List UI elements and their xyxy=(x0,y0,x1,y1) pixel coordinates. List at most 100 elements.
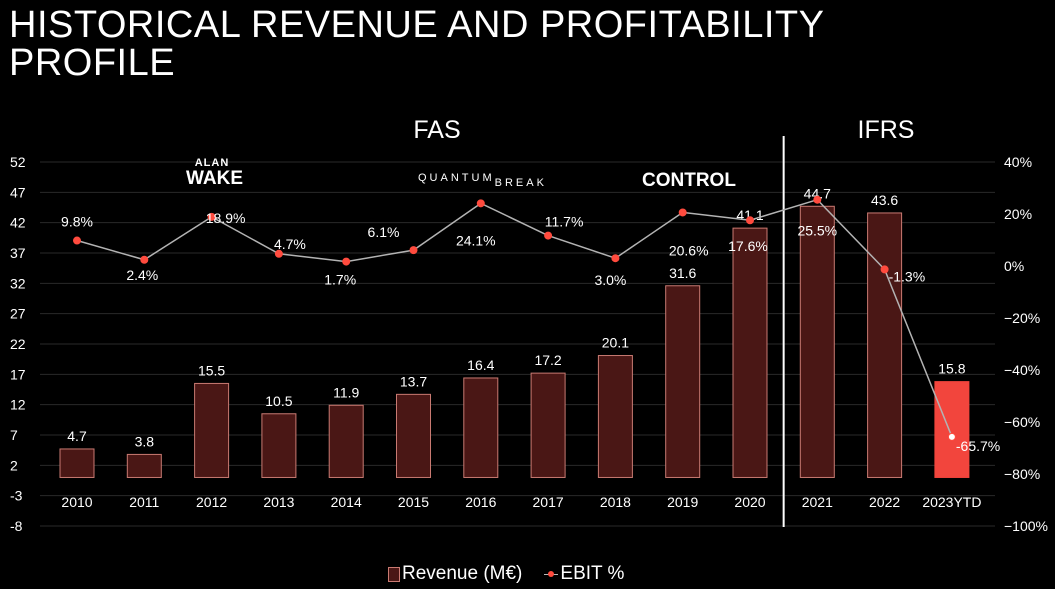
section-label-fas: FAS xyxy=(413,116,460,144)
revenue-bar-label: 4.7 xyxy=(67,428,87,444)
legend-revenue-label: Revenue (M€) xyxy=(402,563,523,584)
alan-wake-logo: ALAN WAKE xyxy=(186,157,243,189)
y-right-tick-label: −80% xyxy=(1004,466,1040,482)
ebit-label: 20.6% xyxy=(669,242,709,258)
x-category-label: 2023YTD xyxy=(922,494,981,510)
ebit-marker xyxy=(207,212,216,221)
ebit-label: 25.5% xyxy=(797,223,837,239)
revenue-bar xyxy=(194,382,230,478)
y-left-tick-label: 32 xyxy=(10,275,26,291)
revenue-bar-label: 43.6 xyxy=(871,192,898,208)
ebit-label: 4.7% xyxy=(274,236,306,252)
ebit-marker xyxy=(409,246,418,255)
ebit-marker xyxy=(476,199,485,208)
legend-revenue-swatch xyxy=(388,566,400,582)
ebit-marker xyxy=(140,255,149,264)
page-title: HISTORICAL REVENUE AND PROFITABILITY PRO… xyxy=(9,4,824,84)
x-category-label: 2018 xyxy=(600,494,631,510)
ebit-marker xyxy=(947,432,956,441)
revenue-bar-label: 3.8 xyxy=(135,433,155,449)
revenue-bar-label: 31.6 xyxy=(669,265,696,281)
ebit-marker xyxy=(746,216,754,225)
ebit-label: 6.1% xyxy=(368,224,400,240)
revenue-bar-label: 10.5 xyxy=(265,393,292,409)
revenue-bar-label: 17.2 xyxy=(534,352,561,368)
ebit-label: -1.3% xyxy=(889,268,926,284)
quantum-break-logo-part2: BREAK xyxy=(494,177,547,189)
y-left-tick-label: 12 xyxy=(10,397,26,413)
ebit-label: 11.7% xyxy=(545,214,584,230)
revenue-bar-label: 11.9 xyxy=(333,384,359,400)
y-left-tick-label: 37 xyxy=(10,245,26,261)
ebit-label: 24.1% xyxy=(456,232,496,248)
ebit-marker xyxy=(813,195,822,204)
y-right-tick-label: −60% xyxy=(1004,414,1040,430)
ebit-marker xyxy=(544,231,553,240)
y-left-tick-label: 47 xyxy=(10,184,26,200)
quantum-break-logo-part1: QUANTUM xyxy=(418,172,495,184)
revenue-bar xyxy=(59,448,95,478)
alan-wake-logo-line1: ALAN xyxy=(194,157,230,169)
ebit-label: 2.4% xyxy=(126,267,158,283)
revenue-bar xyxy=(665,285,701,478)
x-category-label: 2022 xyxy=(869,494,900,510)
revenue-bar xyxy=(463,377,499,478)
revenue-bar xyxy=(867,212,903,478)
revenue-bar xyxy=(396,393,431,478)
revenue-bar xyxy=(261,413,297,478)
x-category-label: 2014 xyxy=(331,494,362,510)
revenue-bar-label: 15.5 xyxy=(198,362,225,378)
y-right-tick-label: 20% xyxy=(1004,206,1032,222)
ebit-marker xyxy=(611,254,620,263)
ebit-line xyxy=(76,198,953,438)
chart-legend: Revenue (M€) EBIT % xyxy=(388,563,624,585)
y-left-tick-label: 42 xyxy=(10,215,26,231)
x-category-label: 2015 xyxy=(398,494,429,510)
revenue-bar-label: 44.7 xyxy=(804,185,831,201)
ebit-label: 17.6% xyxy=(728,238,768,254)
legend-ebit-label: EBIT % xyxy=(560,563,625,584)
y-left-tick-label: 52 xyxy=(10,154,26,170)
ebit-marker xyxy=(880,265,889,274)
quantum-break-logo: QUANTUMBREAK xyxy=(418,172,547,189)
y-left-tick-label: 22 xyxy=(10,336,26,352)
y-left-tick-label: 2 xyxy=(10,457,18,473)
revenue-bar xyxy=(934,381,970,478)
ebit-label: 1.7% xyxy=(324,272,356,288)
ebit-label: 3.0% xyxy=(594,272,626,288)
revenue-bar xyxy=(328,404,364,478)
y-left-tick-label: 17 xyxy=(10,366,26,382)
legend-ebit-swatch xyxy=(544,568,559,581)
revenue-bar xyxy=(799,205,835,478)
revenue-bar-label: 16.4 xyxy=(467,357,494,373)
ebit-marker xyxy=(274,249,283,258)
x-category-label: 2011 xyxy=(129,494,159,510)
revenue-bar xyxy=(597,355,633,478)
y-right-tick-label: 40% xyxy=(1004,154,1032,170)
y-left-tick-label: -3 xyxy=(10,488,23,504)
section-label-ifrs: IFRS xyxy=(858,116,915,144)
alan-wake-logo-line2: WAKE xyxy=(186,168,243,189)
revenue-bar xyxy=(732,227,768,478)
revenue-bar xyxy=(530,372,566,478)
ebit-marker xyxy=(678,208,687,217)
x-category-label: 2013 xyxy=(263,494,294,510)
y-left-tick-label: -8 xyxy=(10,518,23,534)
x-category-label: 2021 xyxy=(802,494,833,510)
y-left-tick-label: 7 xyxy=(10,427,18,443)
revenue-bar-label: 13.7 xyxy=(400,373,427,389)
ebit-label: -65.7% xyxy=(956,438,1000,454)
y-right-tick-label: −20% xyxy=(1004,310,1040,326)
ebit-marker xyxy=(342,257,351,266)
x-category-label: 2020 xyxy=(734,494,765,510)
ebit-label: 18.9% xyxy=(206,210,246,226)
revenue-bar-label: 15.8 xyxy=(938,361,965,377)
control-logo: CONTROL xyxy=(642,170,736,191)
x-category-label: 2012 xyxy=(196,494,227,510)
y-right-tick-label: 0% xyxy=(1004,258,1024,274)
x-category-label: 2010 xyxy=(61,494,92,510)
y-right-tick-label: −100% xyxy=(1004,518,1048,534)
y-right-tick-label: −40% xyxy=(1004,362,1040,378)
revenue-bar xyxy=(126,453,162,478)
revenue-bar-label: 20.1 xyxy=(602,335,629,351)
